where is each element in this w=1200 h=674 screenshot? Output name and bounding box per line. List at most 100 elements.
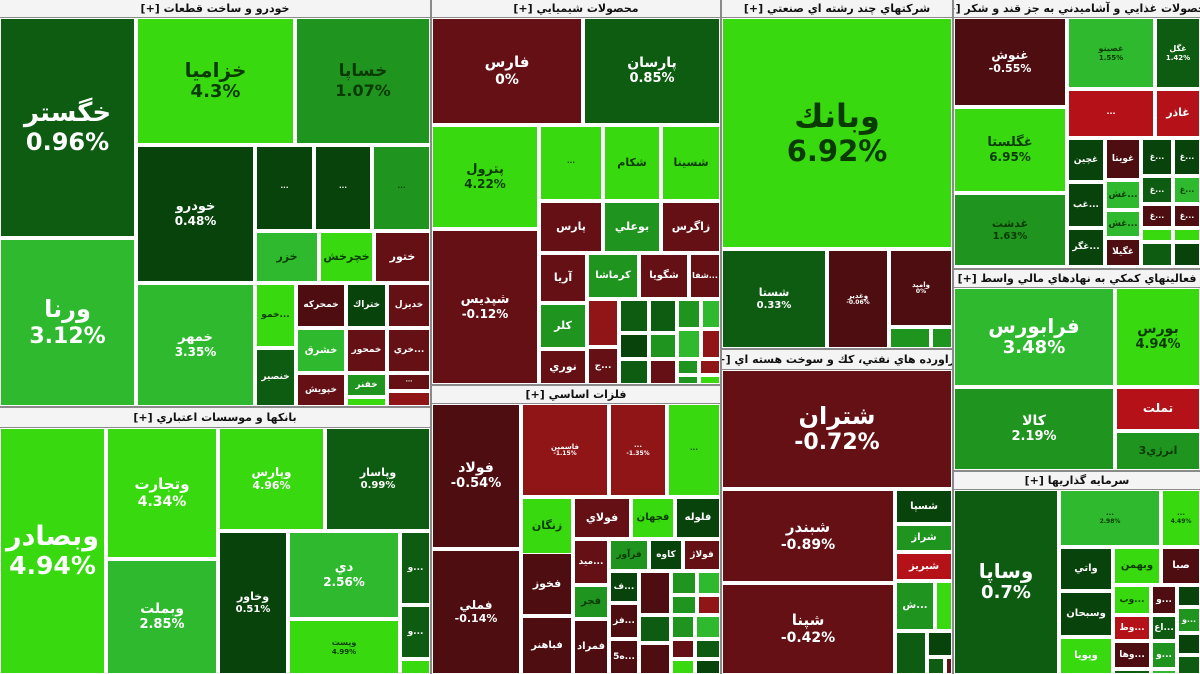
treemap-cell[interactable]: ...فز <box>610 604 638 638</box>
treemap-cell[interactable] <box>936 582 952 630</box>
treemap-cell[interactable]: خنصير <box>256 349 295 406</box>
treemap-cell[interactable]: كاوه <box>650 540 682 570</box>
treemap-cell[interactable]: فخوز <box>522 553 572 615</box>
sector-header[interactable]: فراورده هاي نفتي، كك و سوخت هسته اي [+] <box>722 350 952 370</box>
treemap-cell[interactable] <box>928 658 944 674</box>
treemap-cell[interactable]: ··· <box>256 146 313 230</box>
treemap-cell[interactable]: وبصادر 4.94% <box>0 428 105 674</box>
treemap-cell[interactable]: وبانك 6.92% <box>722 18 952 248</box>
treemap-cell[interactable]: ...غب <box>1068 183 1104 227</box>
treemap-cell[interactable]: شگويا <box>640 254 688 298</box>
treemap-cell[interactable]: خچرخش <box>320 232 373 282</box>
treemap-cell[interactable]: خمهر 3.35% <box>137 284 254 406</box>
treemap-cell[interactable] <box>650 300 676 332</box>
treemap-cell[interactable] <box>650 360 676 384</box>
treemap-cell[interactable] <box>890 328 930 348</box>
treemap-cell[interactable] <box>696 660 720 674</box>
treemap-cell[interactable]: خفنر <box>347 374 386 396</box>
treemap-cell[interactable]: شپنا -0.42% <box>722 584 894 674</box>
treemap-cell[interactable]: ...ه5 <box>610 640 638 674</box>
treemap-cell[interactable] <box>347 398 386 406</box>
treemap-cell[interactable]: ...و <box>1152 642 1176 668</box>
treemap-cell[interactable] <box>700 376 720 384</box>
treemap-cell[interactable]: فولاد -0.54% <box>432 404 520 548</box>
treemap-cell[interactable] <box>672 572 696 594</box>
treemap-cell[interactable]: ...غ <box>1142 177 1172 203</box>
treemap-cell[interactable]: ...اع <box>1152 616 1176 640</box>
treemap-cell[interactable]: وغدير -0.06% <box>828 250 888 348</box>
treemap-cell[interactable]: كالا 2.19% <box>954 388 1114 470</box>
treemap-cell[interactable]: كلر <box>540 304 586 348</box>
treemap-cell[interactable]: ورنا 3.12% <box>0 239 135 406</box>
treemap-cell[interactable]: غويتا <box>1106 139 1140 179</box>
treemap-cell[interactable]: ...غش <box>1106 181 1140 209</box>
treemap-cell[interactable]: خودرو 0.48% <box>137 146 254 282</box>
treemap-cell[interactable]: شبريز <box>896 553 952 580</box>
treemap-cell[interactable]: ...ف <box>610 572 638 602</box>
sector-header[interactable]: فعاليتهاي كمكي به نهادهاي مالي واسط [+] <box>954 270 1200 288</box>
treemap-cell[interactable]: وپست 4.99% <box>289 620 399 674</box>
sector-header[interactable]: محصولات غذايي و آشاميدني به جز قند و شكر… <box>954 0 1200 18</box>
treemap-cell[interactable] <box>928 632 952 656</box>
treemap-cell[interactable]: غصينو 1.55% <box>1068 18 1154 88</box>
treemap-cell[interactable]: ...غش <box>1106 211 1140 237</box>
treemap-cell[interactable]: زاگرس <box>662 202 720 252</box>
treemap-cell[interactable]: فولاي <box>574 498 630 538</box>
treemap-cell[interactable]: خشرق <box>297 329 345 372</box>
treemap-cell[interactable] <box>672 616 694 638</box>
treemap-cell[interactable] <box>620 360 648 384</box>
treemap-cell[interactable]: وپويا <box>1060 638 1112 674</box>
treemap-cell[interactable]: فرآور <box>610 540 648 570</box>
treemap-cell[interactable] <box>678 330 700 358</box>
treemap-cell[interactable] <box>672 596 696 614</box>
treemap-cell[interactable]: وخاور 0.51% <box>219 532 287 674</box>
treemap-cell[interactable]: غنوش -0.55% <box>954 18 1066 106</box>
treemap-cell[interactable]: ··· <box>668 404 720 496</box>
treemap-cell[interactable]: ··· <box>315 146 371 230</box>
treemap-cell[interactable]: غگل 1.42% <box>1156 18 1200 88</box>
treemap-cell[interactable]: پارسان 0.85% <box>584 18 720 124</box>
treemap-cell[interactable]: ...ميد <box>574 540 608 584</box>
sector-header[interactable]: سرمايه گذاريها [+] <box>954 472 1200 490</box>
treemap-cell[interactable]: ··· -1.35% <box>610 404 666 496</box>
treemap-cell[interactable]: فباهنر <box>522 617 572 674</box>
treemap-cell[interactable]: وپاسار 0.99% <box>326 428 430 530</box>
treemap-cell[interactable]: ··· 4.49% <box>1162 490 1200 546</box>
treemap-cell[interactable]: فجر <box>574 586 608 618</box>
treemap-cell[interactable]: فلوله <box>676 498 720 538</box>
treemap-cell[interactable] <box>1178 586 1200 606</box>
treemap-cell[interactable] <box>672 640 694 658</box>
treemap-cell[interactable]: ...ش <box>896 582 934 630</box>
treemap-cell[interactable]: وپارس 4.96% <box>219 428 324 530</box>
treemap-cell[interactable]: ...غ <box>1174 205 1200 227</box>
treemap-cell[interactable] <box>588 300 618 346</box>
treemap-cell[interactable]: ...و <box>401 532 430 604</box>
treemap-cell[interactable]: بورس 4.94% <box>1116 288 1200 386</box>
treemap-cell[interactable]: واميد 0% <box>890 250 952 326</box>
treemap-cell[interactable]: بوعلي <box>604 202 660 252</box>
treemap-cell[interactable]: ...غ <box>1142 139 1172 175</box>
treemap-cell[interactable]: شسينا <box>662 126 720 200</box>
treemap-cell[interactable] <box>1178 634 1200 654</box>
treemap-cell[interactable] <box>1114 670 1150 674</box>
treemap-cell[interactable]: وسبحان <box>1060 592 1112 636</box>
treemap-cell[interactable]: صبا <box>1162 548 1200 584</box>
treemap-cell[interactable]: فملي -0.14% <box>432 550 520 674</box>
treemap-cell[interactable]: ...ج <box>588 348 618 384</box>
treemap-cell[interactable] <box>1174 243 1200 266</box>
treemap-cell[interactable]: ...خري <box>388 329 430 372</box>
treemap-cell[interactable] <box>640 572 670 614</box>
treemap-cell[interactable]: ...وها <box>1114 642 1150 668</box>
treemap-cell[interactable] <box>698 572 720 594</box>
treemap-cell[interactable] <box>650 334 676 358</box>
treemap-cell[interactable]: ...غگر <box>1068 229 1104 266</box>
treemap-cell[interactable]: خساپا 1.07% <box>296 18 430 144</box>
treemap-cell[interactable]: انرژي3 <box>1116 432 1200 470</box>
treemap-cell[interactable]: خمحور <box>347 329 386 372</box>
treemap-cell[interactable]: شكام <box>604 126 660 200</box>
treemap-cell[interactable]: فارس 0% <box>432 18 582 124</box>
treemap-cell[interactable]: شسپا <box>896 490 952 523</box>
treemap-cell[interactable] <box>696 640 720 658</box>
treemap-cell[interactable]: ختور <box>375 232 430 282</box>
treemap-cell[interactable]: دي 2.56% <box>289 532 399 618</box>
